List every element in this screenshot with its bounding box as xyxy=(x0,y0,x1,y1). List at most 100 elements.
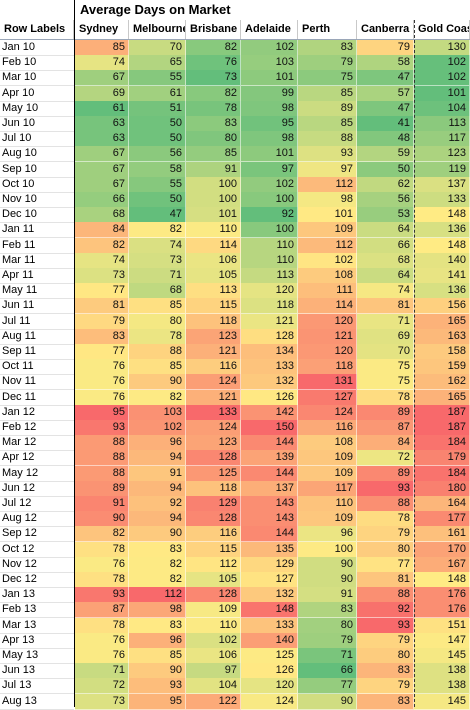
row-label[interactable]: Apr 11 xyxy=(0,268,74,284)
value-cell[interactable]: 76 xyxy=(75,648,129,664)
value-cell[interactable]: 144 xyxy=(241,465,298,482)
value-cell[interactable]: 132 xyxy=(241,587,298,604)
value-cell[interactable]: 113 xyxy=(414,116,470,132)
value-cell[interactable]: 77 xyxy=(75,283,129,300)
value-cell[interactable]: 90 xyxy=(129,374,186,391)
value-cell[interactable]: 100 xyxy=(298,541,357,558)
value-cell[interactable]: 104 xyxy=(186,678,241,695)
value-cell[interactable]: 121 xyxy=(298,328,357,345)
value-cell[interactable]: 71 xyxy=(75,663,129,680)
value-cell[interactable]: 95 xyxy=(129,693,186,710)
value-cell[interactable]: 80 xyxy=(129,313,186,330)
value-cell[interactable]: 101 xyxy=(414,85,470,102)
value-cell[interactable]: 109 xyxy=(298,450,357,467)
value-cell[interactable]: 124 xyxy=(298,404,357,421)
value-cell[interactable]: 100 xyxy=(241,192,298,208)
value-cell[interactable]: 129 xyxy=(186,496,241,512)
value-cell[interactable]: 133 xyxy=(186,404,241,421)
row-label[interactable]: Nov 12 xyxy=(0,557,74,573)
value-cell[interactable]: 95 xyxy=(75,404,129,421)
column-header-sydney[interactable]: Sydney xyxy=(75,20,129,39)
value-cell[interactable]: 101 xyxy=(186,207,241,224)
value-cell[interactable]: 140 xyxy=(241,632,298,649)
value-cell[interactable]: 114 xyxy=(186,237,241,254)
value-cell[interactable]: 94 xyxy=(129,450,186,467)
value-cell[interactable]: 177 xyxy=(414,511,470,528)
column-header-brisbane[interactable]: Brisbane xyxy=(186,20,241,39)
value-cell[interactable]: 110 xyxy=(298,496,357,512)
row-label[interactable]: Jun 12 xyxy=(0,481,74,497)
value-cell[interactable]: 144 xyxy=(241,526,298,543)
value-cell[interactable]: 83 xyxy=(129,617,186,634)
value-cell[interactable]: 72 xyxy=(357,450,414,467)
value-cell[interactable]: 73 xyxy=(186,70,241,87)
value-cell[interactable]: 147 xyxy=(414,632,470,649)
column-header-melbourne[interactable]: Melbourne xyxy=(129,20,186,39)
value-cell[interactable]: 67 xyxy=(75,176,129,193)
value-cell[interactable]: 78 xyxy=(75,541,129,558)
value-cell[interactable]: 75 xyxy=(357,359,414,376)
value-cell[interactable]: 67 xyxy=(75,161,129,178)
value-cell[interactable]: 124 xyxy=(241,693,298,710)
value-cell[interactable]: 113 xyxy=(241,268,298,284)
row-label[interactable]: Jan 13 xyxy=(0,587,74,604)
value-cell[interactable]: 74 xyxy=(75,252,129,269)
value-cell[interactable]: 137 xyxy=(414,176,470,193)
value-cell[interactable]: 112 xyxy=(298,176,357,193)
row-label[interactable]: May 13 xyxy=(0,648,74,664)
row-label[interactable]: Jan 12 xyxy=(0,405,74,421)
value-cell[interactable]: 128 xyxy=(186,587,241,604)
row-label[interactable]: Dec 12 xyxy=(0,572,74,588)
value-cell[interactable]: 56 xyxy=(357,192,414,208)
value-cell[interactable]: 80 xyxy=(186,131,241,148)
value-cell[interactable]: 128 xyxy=(186,511,241,528)
column-header-canberra[interactable]: Canberra xyxy=(357,20,414,39)
value-cell[interactable]: 88 xyxy=(75,435,129,452)
value-cell[interactable]: 116 xyxy=(186,526,241,543)
value-cell[interactable]: 102 xyxy=(414,70,470,87)
row-label[interactable]: Jul 11 xyxy=(0,314,74,330)
value-cell[interactable]: 97 xyxy=(298,161,357,178)
value-cell[interactable]: 90 xyxy=(129,663,186,680)
value-cell[interactable]: 102 xyxy=(298,252,357,269)
value-cell[interactable]: 98 xyxy=(241,131,298,148)
value-cell[interactable]: 106 xyxy=(186,648,241,664)
value-cell[interactable]: 66 xyxy=(298,663,357,680)
value-cell[interactable]: 76 xyxy=(75,632,129,649)
row-label[interactable]: Jun 13 xyxy=(0,663,74,680)
value-cell[interactable]: 78 xyxy=(357,389,414,406)
value-cell[interactable]: 50 xyxy=(129,131,186,148)
value-cell[interactable]: 75 xyxy=(298,70,357,87)
value-cell[interactable]: 165 xyxy=(414,313,470,330)
value-cell[interactable]: 82 xyxy=(75,237,129,254)
row-label[interactable]: May 10 xyxy=(0,101,74,117)
value-cell[interactable]: 151 xyxy=(414,617,470,634)
value-cell[interactable]: 88 xyxy=(75,465,129,482)
row-label[interactable]: Sep 12 xyxy=(0,526,74,543)
row-label[interactable]: Sep 11 xyxy=(0,344,74,360)
value-cell[interactable]: 47 xyxy=(357,100,414,117)
value-cell[interactable]: 101 xyxy=(241,70,298,87)
value-cell[interactable]: 83 xyxy=(298,40,357,56)
value-cell[interactable]: 97 xyxy=(186,663,241,680)
value-cell[interactable]: 131 xyxy=(298,374,357,391)
value-cell[interactable]: 93 xyxy=(129,678,186,695)
value-cell[interactable]: 148 xyxy=(414,207,470,224)
value-cell[interactable]: 109 xyxy=(298,222,357,239)
value-cell[interactable]: 93 xyxy=(357,617,414,634)
value-cell[interactable]: 145 xyxy=(414,648,470,664)
value-cell[interactable]: 90 xyxy=(298,572,357,588)
value-cell[interactable]: 143 xyxy=(241,496,298,512)
value-cell[interactable]: 102 xyxy=(414,55,470,72)
value-cell[interactable]: 71 xyxy=(298,648,357,664)
value-cell[interactable]: 73 xyxy=(129,252,186,269)
row-label[interactable]: Feb 12 xyxy=(0,420,74,436)
value-cell[interactable]: 138 xyxy=(414,663,470,680)
value-cell[interactable]: 97 xyxy=(241,161,298,178)
value-cell[interactable]: 109 xyxy=(298,465,357,482)
row-label[interactable]: Aug 12 xyxy=(0,511,74,528)
value-cell[interactable]: 101 xyxy=(298,207,357,224)
value-cell[interactable]: 77 xyxy=(357,556,414,573)
value-cell[interactable]: 79 xyxy=(357,40,414,56)
value-cell[interactable]: 76 xyxy=(75,359,129,376)
